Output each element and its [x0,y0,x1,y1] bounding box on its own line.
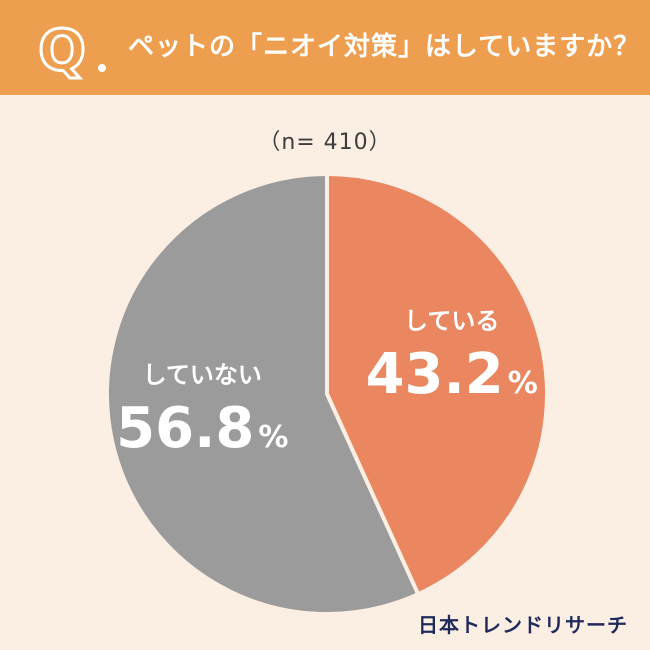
q-mark: Q [38,19,86,80]
slice-value-number-0: 43.2 [366,342,504,407]
q-dot [98,64,106,72]
slice-value-unit-0: % [508,366,538,401]
sample-size-label: （n= 410） [258,130,392,155]
slice-label-0: している [404,307,499,335]
slice-label-1: していない [143,361,262,389]
brand-logo: 日本トレンドリサーチ [418,613,628,637]
slice-value-0: 43.2% [366,342,538,407]
slice-value-1: 56.8% [116,396,288,461]
header-bar: Q ペットの「ニオイ対策」はしていますか？ [0,0,650,95]
slice-value-number-1: 56.8 [116,396,254,461]
question-title: ペットの「ニオイ対策」はしていますか？ [128,32,641,62]
slice-value-unit-1: % [258,420,288,455]
pie-slice-1 [105,172,421,616]
pie-slice-0 [325,172,549,597]
q-badge-icon: Q [37,18,106,80]
